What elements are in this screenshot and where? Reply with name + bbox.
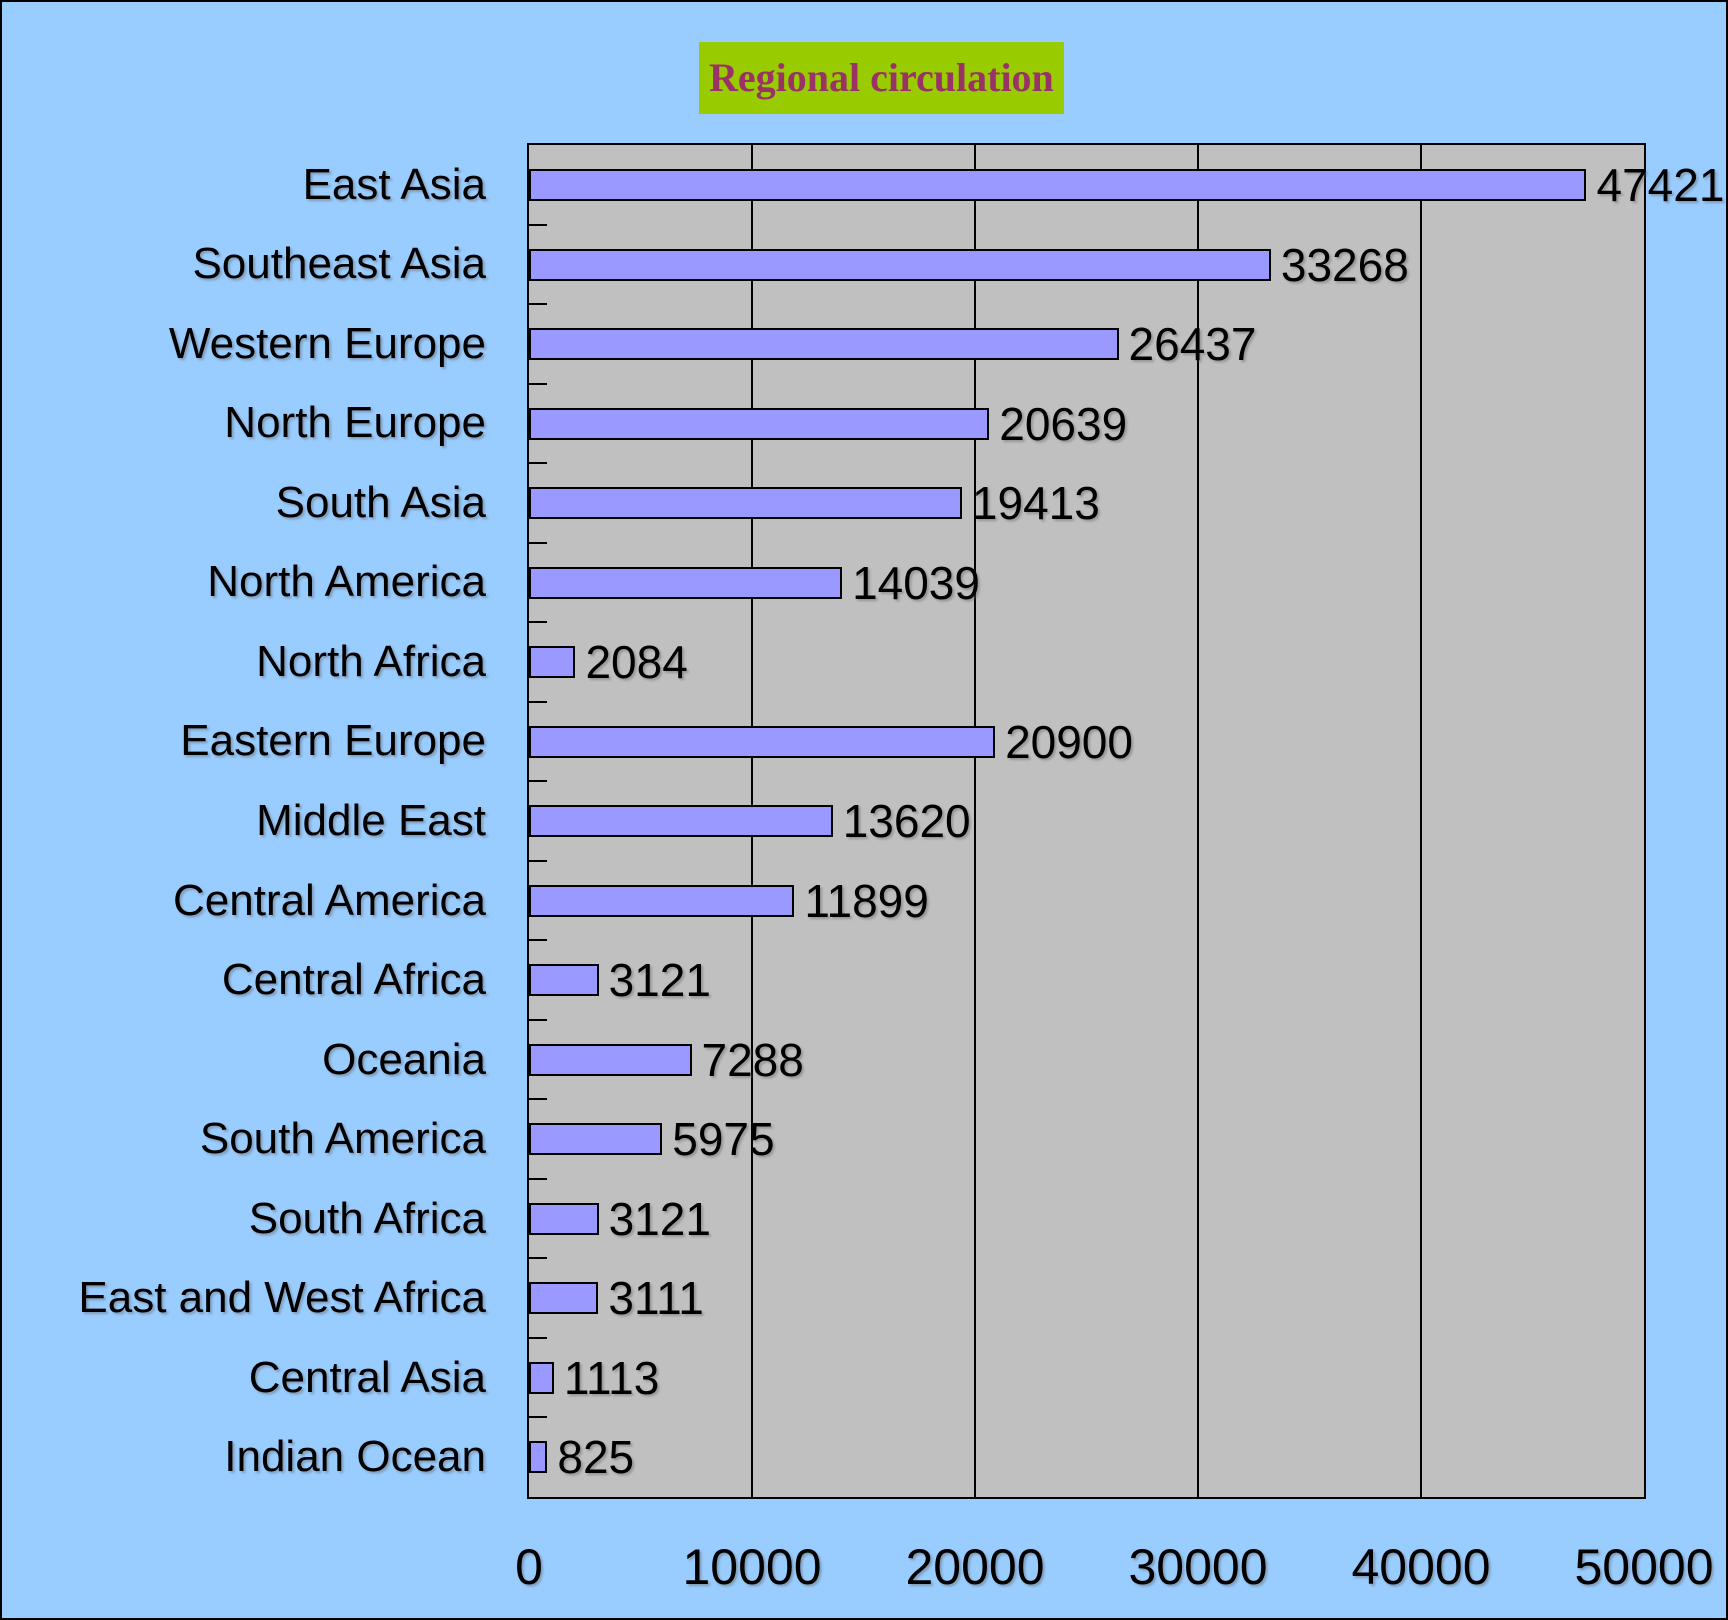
gridline xyxy=(974,145,976,1497)
category-label: South Africa xyxy=(248,1193,486,1243)
category-label: East and West Africa xyxy=(78,1273,486,1323)
category-tick xyxy=(529,780,547,783)
bar xyxy=(529,248,1271,281)
chart-title: Regional circulation xyxy=(699,42,1064,114)
bar-value-label: 11899 xyxy=(804,874,929,927)
category-tick xyxy=(529,700,547,703)
category-label: Central Asia xyxy=(248,1352,486,1402)
category-label: Western Europe xyxy=(168,318,486,368)
value-axis-tick-label: 20000 xyxy=(905,1539,1045,1595)
bar xyxy=(529,1123,663,1156)
category-label: Central America xyxy=(172,875,486,925)
category-tick xyxy=(529,1336,547,1339)
category-tick xyxy=(529,541,547,544)
bar-value-label: 825 xyxy=(557,1431,635,1484)
category-label: North Africa xyxy=(256,636,486,686)
bar xyxy=(529,1441,548,1474)
bar-value-label: 20900 xyxy=(1005,715,1133,768)
value-axis-tick-label: 30000 xyxy=(1128,1539,1268,1595)
category-tick xyxy=(529,1177,547,1180)
bar-value-label: 3121 xyxy=(608,1192,711,1245)
bar-value-label: 33268 xyxy=(1280,238,1409,291)
bar-value-label: 7288 xyxy=(701,1033,804,1086)
category-tick xyxy=(529,1018,547,1021)
category-label: North Europe xyxy=(224,398,486,448)
category-label: Middle East xyxy=(256,796,486,845)
category-tick xyxy=(529,303,547,306)
bar-value-label: 47421 xyxy=(1596,159,1725,211)
category-tick xyxy=(529,859,547,862)
value-axis-tick-label: 10000 xyxy=(682,1539,822,1595)
category-label: Indian Ocean xyxy=(224,1432,486,1482)
bar xyxy=(529,1043,692,1076)
category-tick xyxy=(529,621,547,624)
bar-value-label: 3111 xyxy=(608,1272,704,1325)
bar xyxy=(529,328,1119,361)
category-label: South Asia xyxy=(275,477,486,527)
bar-value-label: 14039 xyxy=(852,556,980,609)
bar-value-label: 19413 xyxy=(971,477,1100,530)
bar-value-label: 5975 xyxy=(672,1113,775,1166)
bar-value-label: 13620 xyxy=(842,795,971,848)
bar xyxy=(529,1202,599,1235)
bar xyxy=(529,964,599,997)
category-label: Southeast Asia xyxy=(192,239,486,289)
bar-value-label: 2084 xyxy=(585,636,688,689)
bar xyxy=(529,805,833,838)
category-label: Oceania xyxy=(322,1034,486,1084)
gridline xyxy=(1197,145,1199,1497)
bar xyxy=(529,646,576,679)
value-axis-tick-label: 40000 xyxy=(1351,1539,1491,1595)
category-tick xyxy=(529,1416,547,1419)
value-axis-tick-label: 0 xyxy=(515,1539,543,1595)
value-axis-tick-label: 50000 xyxy=(1574,1539,1714,1595)
category-label: North America xyxy=(207,557,486,607)
bar-value-label: 3121 xyxy=(608,954,711,1007)
category-tick xyxy=(529,1098,547,1101)
category-label: Eastern Europe xyxy=(180,716,486,766)
category-tick xyxy=(529,1257,547,1260)
bar xyxy=(529,884,795,917)
bar xyxy=(529,169,1587,201)
bar xyxy=(529,487,962,520)
category-tick xyxy=(529,462,547,465)
bar xyxy=(529,566,843,599)
category-label: East Asia xyxy=(302,159,486,209)
gridline xyxy=(1420,145,1422,1497)
plot-area: 47421 33268 26437 20639 19413 14039 2084 20900 1… xyxy=(527,143,1724,1499)
bar xyxy=(529,1282,599,1315)
bar xyxy=(529,407,990,440)
category-tick xyxy=(529,382,547,385)
bar-value-label: 20639 xyxy=(999,397,1128,450)
category-label: South America xyxy=(199,1114,486,1164)
bar-value-label: 1113 xyxy=(563,1351,660,1404)
bar xyxy=(529,725,996,758)
category-tick xyxy=(529,939,547,942)
category-tick xyxy=(529,223,547,226)
category-label: Central Africa xyxy=(221,955,486,1005)
bar-value-label: 26437 xyxy=(1128,318,1257,371)
bar xyxy=(529,1361,554,1394)
